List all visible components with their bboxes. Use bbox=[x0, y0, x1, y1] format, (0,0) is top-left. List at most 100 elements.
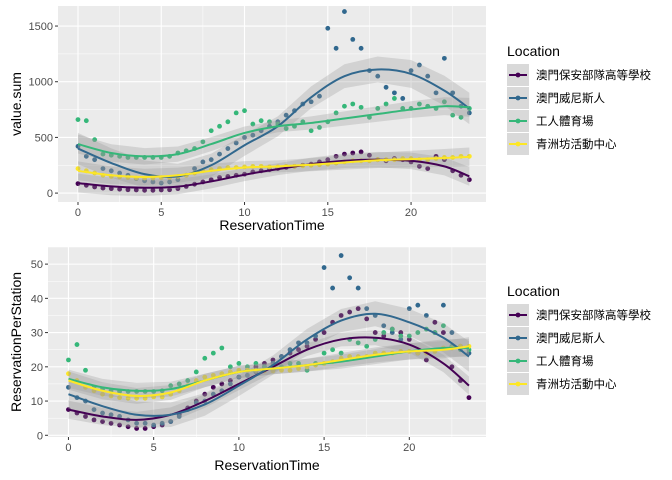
data-point bbox=[258, 118, 264, 124]
data-point bbox=[245, 364, 250, 370]
y-axis-title: ReservationPerStation bbox=[8, 272, 24, 412]
data-point bbox=[200, 159, 206, 165]
data-point bbox=[125, 395, 131, 401]
data-point bbox=[250, 121, 256, 127]
data-point bbox=[210, 350, 216, 356]
data-point bbox=[142, 426, 148, 431]
data-point bbox=[415, 302, 421, 308]
data-point bbox=[440, 330, 446, 335]
data-point bbox=[158, 187, 164, 193]
data-point bbox=[167, 187, 172, 193]
data-point bbox=[296, 360, 301, 366]
data-point bbox=[423, 357, 429, 363]
data-point bbox=[375, 73, 381, 79]
chart-bottom-reservation-per-station: 0 5 10 15 20 0 10 20 30 40 50 ReservationTime Reserv… bbox=[8, 246, 651, 473]
data-point bbox=[250, 132, 256, 138]
data-point bbox=[355, 306, 361, 312]
data-point bbox=[364, 316, 370, 322]
data-point bbox=[83, 414, 88, 419]
legend-key-point bbox=[515, 95, 521, 101]
data-point bbox=[466, 110, 472, 116]
data-point bbox=[167, 179, 172, 185]
x-tick-label: 10 bbox=[238, 207, 250, 219]
legend-title: Location bbox=[507, 43, 560, 59]
data-point bbox=[317, 93, 322, 99]
legend-label: 澳門威尼斯人 bbox=[536, 92, 605, 105]
data-point bbox=[75, 117, 81, 122]
data-point bbox=[134, 426, 140, 431]
legend-key-point bbox=[515, 118, 521, 124]
data-point bbox=[383, 84, 389, 90]
data-point bbox=[262, 360, 267, 366]
confidence-ribbon bbox=[68, 301, 469, 429]
x-tick-label: 5 bbox=[158, 207, 164, 219]
data-point bbox=[210, 384, 216, 390]
data-point bbox=[117, 395, 122, 401]
data-point bbox=[416, 163, 422, 169]
data-point bbox=[133, 187, 139, 193]
data-point bbox=[304, 340, 310, 346]
data-point bbox=[425, 73, 431, 79]
smooth-line bbox=[68, 312, 470, 417]
legend-label: 工人體育場 bbox=[536, 354, 594, 368]
data-point bbox=[219, 345, 225, 351]
data-point bbox=[321, 265, 327, 270]
data-point bbox=[381, 333, 387, 339]
smooth-line bbox=[68, 336, 470, 421]
data-point bbox=[304, 367, 310, 373]
data-point bbox=[225, 119, 231, 125]
legend-label: 青洲坊活動中心 bbox=[536, 377, 617, 391]
data-point bbox=[134, 420, 140, 426]
data-point bbox=[450, 112, 456, 118]
legend-key-point bbox=[515, 72, 521, 78]
data-point bbox=[440, 302, 446, 308]
data-point bbox=[466, 395, 472, 401]
data-point bbox=[125, 187, 131, 193]
data-point bbox=[134, 395, 140, 401]
legend-label: 青洲坊活動中心 bbox=[536, 137, 617, 151]
data-point bbox=[406, 306, 412, 312]
smooth-line bbox=[77, 158, 470, 189]
data-point bbox=[66, 384, 71, 390]
data-point bbox=[117, 170, 123, 176]
smooth-line bbox=[77, 155, 470, 178]
legend-key-point bbox=[515, 335, 521, 341]
data-point bbox=[225, 146, 231, 151]
data-point bbox=[338, 313, 344, 318]
data-point bbox=[458, 114, 464, 120]
x-tick-label: 20 bbox=[405, 207, 417, 219]
data-point bbox=[108, 420, 114, 426]
data-point bbox=[416, 62, 422, 68]
y-tick-label: 20 bbox=[31, 362, 43, 374]
data-point bbox=[108, 168, 114, 174]
data-point bbox=[150, 187, 156, 193]
data-point bbox=[342, 9, 347, 14]
data-point bbox=[449, 330, 455, 335]
data-point bbox=[253, 360, 259, 366]
data-point bbox=[100, 185, 106, 191]
data-point bbox=[408, 68, 414, 73]
data-point bbox=[175, 177, 181, 183]
data-point bbox=[270, 357, 276, 363]
data-point bbox=[333, 153, 339, 159]
x-tick-label: 15 bbox=[322, 207, 334, 219]
data-point bbox=[202, 355, 208, 361]
y-tick-label: 0 bbox=[47, 188, 53, 200]
data-point bbox=[381, 330, 387, 335]
data-point bbox=[236, 360, 242, 366]
data-point bbox=[108, 412, 114, 418]
data-point bbox=[296, 366, 301, 371]
data-point bbox=[150, 179, 156, 185]
x-tick-label: 5 bbox=[151, 442, 157, 454]
confidence-ribbon bbox=[77, 56, 470, 190]
data-point bbox=[308, 99, 314, 105]
data-point bbox=[92, 137, 98, 143]
data-point bbox=[392, 96, 397, 101]
x-tick-label: 15 bbox=[318, 442, 330, 454]
y-tick-label: 50 bbox=[31, 259, 43, 271]
data-point bbox=[432, 319, 438, 325]
data-point bbox=[355, 285, 361, 291]
data-point bbox=[441, 55, 447, 61]
data-point bbox=[202, 374, 208, 380]
